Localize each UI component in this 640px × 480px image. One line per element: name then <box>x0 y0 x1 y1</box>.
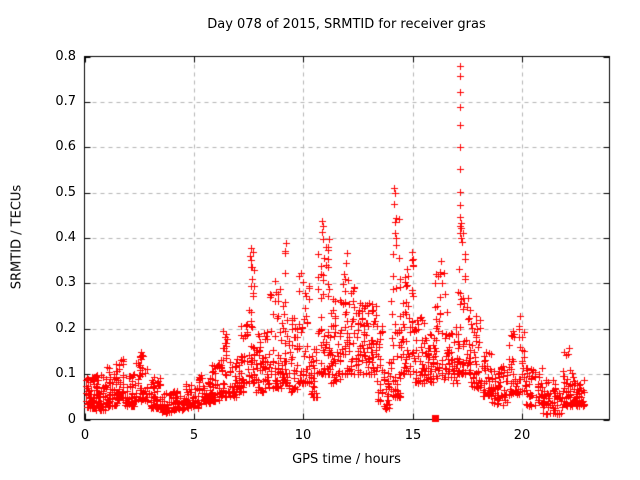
x-tick-label: 15 <box>404 428 422 443</box>
y-tick-label: 0.1 <box>55 366 76 381</box>
y-tick-label: 0.4 <box>55 230 76 245</box>
x-tick-label: 5 <box>189 428 199 443</box>
x-tick-label: 0 <box>80 428 90 443</box>
y-tick-label: 0.5 <box>55 185 76 200</box>
y-tick-label: 0.8 <box>55 49 76 64</box>
y-tick-label: 0 <box>67 412 76 427</box>
y-tick-label: 0.3 <box>55 275 76 290</box>
y-tick-label: 0.7 <box>55 94 76 109</box>
x-tick-label: 10 <box>294 428 312 443</box>
y-tick-label: 0.6 <box>55 139 76 154</box>
y-tick-label: 0.2 <box>55 321 76 336</box>
x-tick-label: 20 <box>513 428 531 443</box>
x-axis-label: GPS time / hours <box>292 452 401 467</box>
chart-title: Day 078 of 2015, SRMTID for receiver gra… <box>207 17 486 32</box>
